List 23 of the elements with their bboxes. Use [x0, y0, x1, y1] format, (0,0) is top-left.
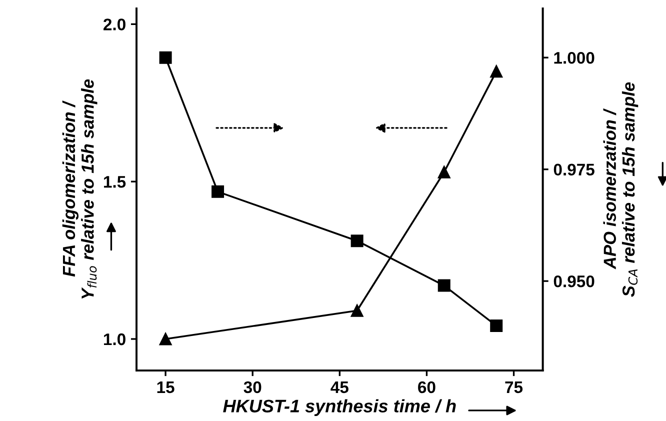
y2-tick-label: 0.950 [554, 275, 594, 288]
point [490, 320, 503, 332]
x-tick-label: 15 [157, 382, 174, 394]
point [159, 51, 172, 64]
y-axis-title: FFA oligomerization / Y$_{fluo}$ relative to 15h sample [62, 79, 98, 299]
y2-tick-label: 0.975 [554, 164, 594, 176]
point [350, 304, 364, 317]
y-tick-label: 1.5 [104, 176, 126, 188]
x-tick-label: 30 [244, 381, 262, 394]
x-axis-title: HKUST-1 synthesis time / h [223, 399, 456, 416]
x-tick-label: 45 [330, 382, 348, 394]
point [438, 279, 450, 292]
point [438, 166, 450, 178]
point [159, 332, 172, 346]
y-tick-label: 1.0 [104, 333, 126, 346]
y2-tick-label: 1.000 [554, 52, 594, 64]
point [490, 65, 503, 78]
x-tick-label: 75 [505, 382, 523, 394]
point [350, 234, 364, 248]
y-tick-label: 2.0 [104, 18, 126, 30]
x-tick-label: 60 [418, 381, 436, 394]
y2-axis-title: APO isomerzation / S$_{CA}$ relative to 15h sample [603, 82, 638, 297]
point [212, 185, 224, 198]
